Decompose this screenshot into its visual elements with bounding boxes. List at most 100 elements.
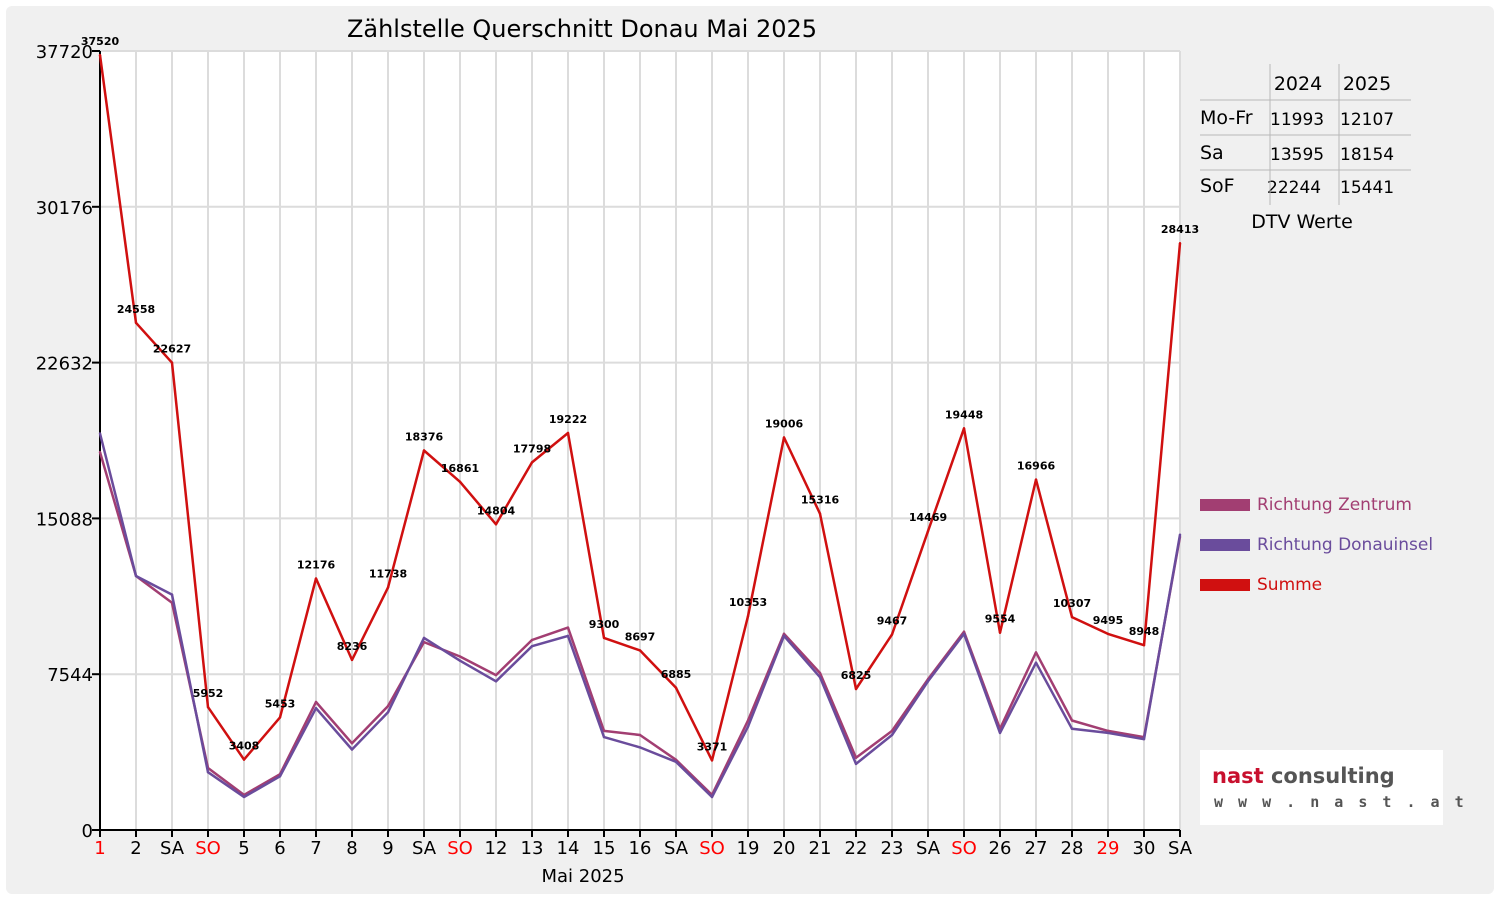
x-tick-label: 28	[1061, 838, 1084, 859]
x-tick-label: 29	[1097, 838, 1120, 859]
data-label: 5952	[193, 687, 224, 700]
data-point	[134, 574, 138, 578]
x-tick-label: 9	[382, 838, 393, 859]
data-point	[170, 593, 174, 596]
data-label: 11738	[369, 568, 407, 581]
data-label: 6825	[841, 669, 872, 682]
legend-label-summe: Summe	[1257, 575, 1322, 595]
dtv-cell: 15441	[1340, 178, 1394, 198]
data-point	[710, 759, 714, 762]
dtv-cell: 12107	[1340, 110, 1394, 130]
data-label: 8948	[1129, 625, 1160, 638]
dtv-year-2024: 2024	[1274, 73, 1322, 95]
data-label: 22627	[153, 343, 191, 356]
x-tick-label: 15	[593, 838, 616, 859]
data-label: 5453	[265, 697, 296, 710]
data-point	[818, 671, 822, 675]
data-point	[314, 577, 318, 580]
data-point	[386, 711, 390, 714]
x-tick-label: SA	[916, 838, 941, 859]
data-point	[566, 626, 570, 629]
data-point	[890, 633, 894, 636]
y-tick-label: 15088	[36, 509, 93, 530]
y-tick-label: 37720	[36, 42, 93, 63]
dtv-table: 2024 2025 Mo-Fr 11993 12107 Sa 13595 181…	[1200, 64, 1411, 233]
data-label: 19222	[549, 413, 587, 426]
logo-brand-b: consulting	[1264, 764, 1395, 788]
data-point	[1034, 661, 1038, 664]
data-point	[818, 512, 822, 515]
data-point	[674, 760, 678, 764]
data-label: 18376	[405, 430, 444, 443]
data-point	[962, 630, 966, 633]
data-label: 16861	[441, 462, 479, 475]
dtv-cell: 13595	[1270, 145, 1324, 165]
dtv-caption: DTV Werte	[1251, 211, 1353, 233]
y-tick-label: 0	[82, 821, 93, 842]
data-point	[1142, 737, 1146, 741]
y-axis-ticks: 0 7544 15088 22632 30176 37720	[36, 42, 100, 842]
data-point	[818, 675, 822, 679]
data-point	[350, 748, 354, 751]
data-point	[350, 742, 354, 745]
data-point	[602, 729, 606, 733]
data-label: 14804	[477, 504, 516, 517]
data-label: 10353	[729, 596, 767, 609]
data-label: 28413	[1161, 223, 1199, 236]
side-panel	[1183, 30, 1483, 890]
data-point	[278, 775, 282, 778]
data-label: 16966	[1017, 460, 1056, 473]
data-label: 9300	[589, 618, 620, 631]
data-point	[998, 731, 1002, 735]
data-point	[746, 725, 750, 728]
legend-swatch-summe	[1200, 579, 1250, 591]
data-point	[314, 700, 318, 704]
data-point	[1106, 731, 1110, 735]
dtv-year-2025: 2025	[1343, 73, 1391, 95]
data-point	[458, 659, 462, 662]
x-tick-label: 20	[773, 838, 796, 859]
x-tick-label: 12	[485, 838, 508, 859]
data-label: 19448	[945, 408, 983, 421]
data-label: 9554	[985, 613, 1016, 626]
x-tick-label: 14	[557, 838, 580, 859]
data-point	[1106, 632, 1110, 636]
data-label: 15316	[801, 494, 840, 507]
logo-brand-a: nast	[1212, 764, 1264, 788]
x-tick-label: SA	[412, 838, 437, 859]
x-tick-label: 1	[94, 838, 105, 859]
data-point	[782, 634, 786, 638]
data-point	[638, 649, 642, 652]
data-point	[926, 529, 930, 533]
data-point	[530, 461, 534, 464]
legend-swatch-donauinsel	[1200, 539, 1250, 551]
dtv-row-label: SoF	[1200, 175, 1235, 197]
data-point	[494, 523, 498, 526]
x-tick-label: 8	[346, 838, 357, 859]
data-point	[566, 431, 570, 435]
data-label: 10307	[1053, 597, 1091, 610]
data-label: 3408	[229, 740, 260, 753]
legend-swatch-zentrum	[1200, 499, 1250, 511]
x-tick-label: SA	[664, 838, 689, 859]
x-tick-label: 13	[521, 838, 544, 859]
data-point	[782, 436, 786, 439]
data-point	[1106, 729, 1110, 733]
data-point	[458, 480, 462, 483]
x-tick-label: SA	[160, 838, 185, 859]
data-point	[890, 733, 894, 737]
nast-consulting-logo: nast consulting w w w . n a s t . a t	[1200, 750, 1467, 825]
logo-box	[1200, 750, 1443, 825]
data-point	[530, 644, 534, 648]
x-tick-label: 27	[1025, 838, 1048, 859]
x-tick-label: 16	[629, 838, 652, 859]
data-point	[1070, 615, 1074, 619]
x-tick-label: SA	[1168, 838, 1193, 859]
data-label: 37520	[81, 35, 120, 48]
data-point	[422, 636, 426, 640]
data-point	[998, 631, 1002, 634]
data-point	[1142, 644, 1146, 647]
grid	[100, 50, 1181, 830]
logo-url: w w w . n a s t . a t	[1214, 793, 1467, 811]
